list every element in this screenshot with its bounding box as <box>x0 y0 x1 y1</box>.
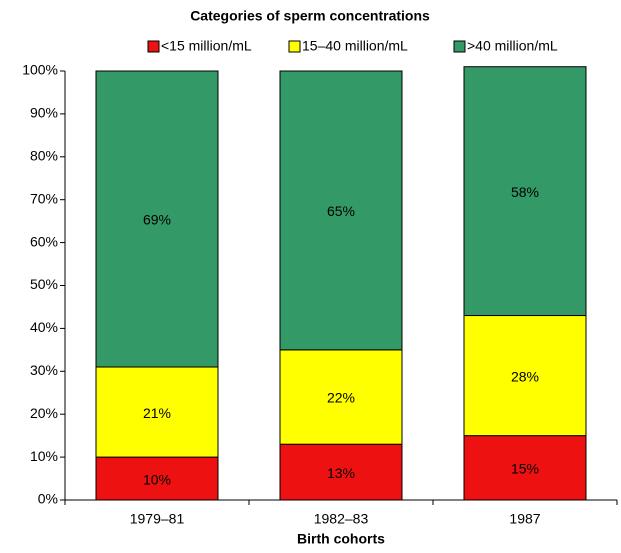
bar-segment <box>463 315 587 437</box>
x-tick-label: 1979–81 <box>130 511 185 527</box>
chart-title: Categories of sperm concentrations <box>190 8 430 24</box>
value-label: 21% <box>143 405 171 421</box>
legend-label: >40 million/mL <box>467 38 558 54</box>
y-tick-label: 70% <box>30 190 58 206</box>
value-label: 69% <box>143 212 171 228</box>
bar-segment <box>279 443 403 501</box>
bar-segment <box>279 70 403 351</box>
y-tick-label: 80% <box>30 148 58 164</box>
value-label: 65% <box>327 203 355 219</box>
y-tick-label: 0% <box>38 491 58 507</box>
x-tick-label: 1982–83 <box>314 511 369 527</box>
y-tick-label: 10% <box>30 448 58 464</box>
value-label: 58% <box>511 184 539 200</box>
value-label: 13% <box>327 465 355 481</box>
legend-swatch <box>288 40 301 53</box>
y-tick-label: 90% <box>30 105 58 121</box>
legend-label: 15–40 million/mL <box>302 38 408 54</box>
bar-segment <box>279 349 403 445</box>
bar-segment <box>95 70 219 368</box>
y-tick-label: 60% <box>30 233 58 249</box>
y-tick-label: 20% <box>30 405 58 421</box>
value-label: 15% <box>511 461 539 477</box>
x-tick-label: 1987 <box>509 511 540 527</box>
value-label: 22% <box>327 390 355 406</box>
legend-swatch <box>147 40 160 53</box>
legend-swatch <box>453 40 466 53</box>
y-tick-label: 40% <box>30 319 58 335</box>
value-label: 28% <box>511 368 539 384</box>
legend-label: <15 million/mL <box>161 38 252 54</box>
bar-segment <box>463 66 587 317</box>
value-label: 10% <box>143 471 171 487</box>
x-axis-title: Birth cohorts <box>297 531 385 547</box>
bar-segment <box>95 366 219 458</box>
y-tick-label: 30% <box>30 362 58 378</box>
bar-segment <box>95 456 219 501</box>
y-tick-label: 100% <box>22 62 58 78</box>
y-tick-label: 50% <box>30 276 58 292</box>
